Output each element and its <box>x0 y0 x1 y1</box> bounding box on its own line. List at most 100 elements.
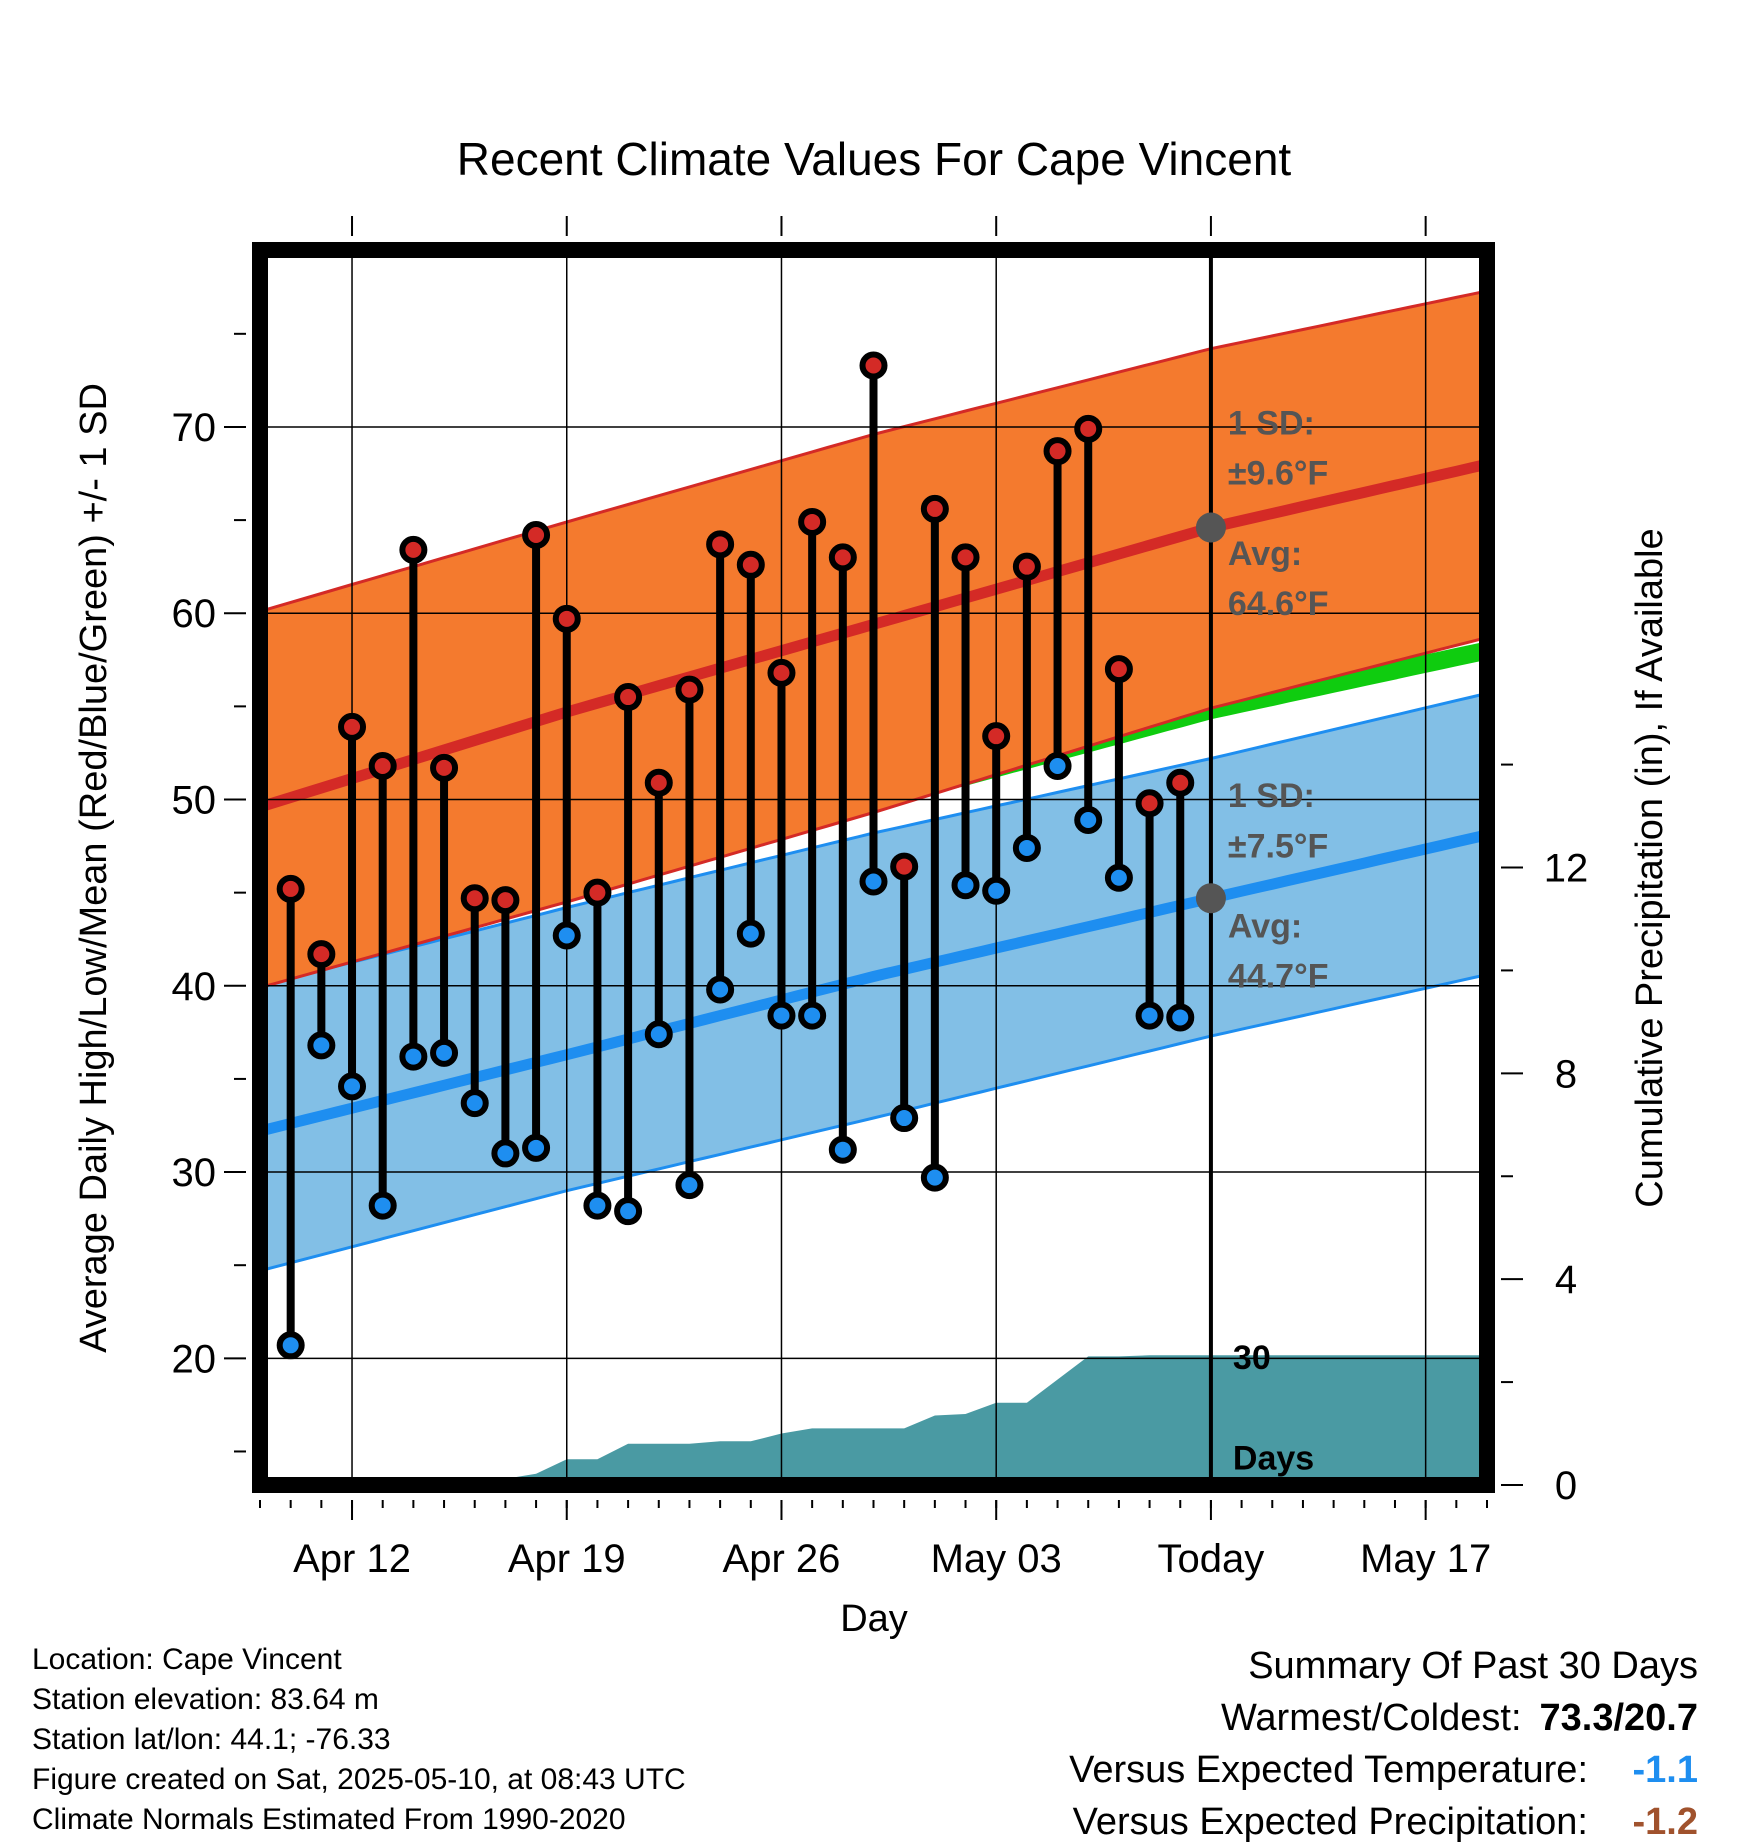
low-avg-label: Avg: <box>1228 907 1302 945</box>
low-point <box>767 1001 796 1030</box>
climate-chart: Recent Climate Values For Cape Vincent 1… <box>73 133 1671 1640</box>
precip-row: Versus Expected Precipitation: -1.2 <box>1069 1796 1698 1848</box>
low-point <box>1166 1003 1195 1032</box>
low-point <box>552 921 581 950</box>
precip-area <box>260 1355 1487 1485</box>
high-point <box>552 604 581 633</box>
high-point <box>430 753 459 782</box>
high-sd-label: 1 SD: <box>1228 404 1315 442</box>
high-point <box>675 675 704 704</box>
y-tick-label: 70 <box>172 406 217 450</box>
high-point <box>859 351 888 380</box>
low-point <box>644 1020 673 1049</box>
station-info: Location: Cape Vincent Station elevation… <box>32 1640 686 1840</box>
high-point <box>491 886 520 915</box>
y-tick-label: 20 <box>172 1337 217 1381</box>
low-sd-label: 1 SD: <box>1228 777 1315 815</box>
high-point <box>276 874 305 903</box>
y2-tick-label: 8 <box>1555 1052 1577 1096</box>
low-point <box>338 1072 367 1101</box>
low-point <box>1043 751 1072 780</box>
temp-value: -1.1 <box>1632 1749 1698 1791</box>
high-point <box>767 658 796 687</box>
high-point <box>1166 768 1195 797</box>
low-point <box>736 919 765 948</box>
high-point <box>368 751 397 780</box>
elevation-text: Station elevation: 83.64 m <box>32 1683 379 1716</box>
low-band-lower-edge <box>260 973 1487 1273</box>
y-tick-label: 40 <box>172 965 217 1009</box>
y2-tick-label: 0 <box>1555 1464 1577 1508</box>
high-point <box>1104 655 1133 684</box>
y2-tick-label: 12 <box>1544 847 1589 891</box>
x-tick-label: May 03 <box>931 1537 1062 1581</box>
high-point <box>828 543 857 572</box>
low-point <box>951 871 980 900</box>
chart-title: Recent Climate Values For Cape Vincent <box>457 133 1292 185</box>
x-tick-label: Apr 19 <box>508 1537 626 1581</box>
high-point <box>920 494 949 523</box>
warm-cold-row: Warmest/Coldest: 73.3/20.7 <box>1069 1692 1698 1744</box>
low-point <box>522 1133 551 1162</box>
high-point <box>890 852 919 881</box>
high-point <box>614 683 643 712</box>
low-point <box>920 1163 949 1192</box>
high-point <box>522 521 551 549</box>
high-point <box>736 550 765 579</box>
high-point <box>644 768 673 797</box>
latlon-text: Station lat/lon: 44.1; -76.33 <box>32 1723 391 1756</box>
low-point <box>307 1031 336 1060</box>
y-tick-label: 30 <box>172 1151 217 1195</box>
low-point <box>583 1191 612 1220</box>
y2-axis-label: Cumulative Precipitation (in), If Availa… <box>1629 528 1671 1207</box>
low-point <box>276 1331 305 1360</box>
high-point <box>583 878 612 907</box>
low-point <box>1074 806 1103 834</box>
y-tick-label: 50 <box>172 779 217 823</box>
high-point <box>1043 437 1072 466</box>
warm-cold-value: 73.3/20.7 <box>1539 1697 1698 1739</box>
high-point <box>1074 414 1103 443</box>
low-point <box>675 1171 704 1200</box>
low-sd-value: ±7.5°F <box>1228 827 1328 865</box>
low-avg-value: 44.7°F <box>1228 958 1329 996</box>
low-point <box>491 1139 520 1168</box>
plot-frame <box>252 242 1495 1493</box>
low-point <box>614 1197 643 1226</box>
x-axis-label: Day <box>840 1598 908 1640</box>
created-text: Figure created on Sat, 2025-05-10, at 08… <box>32 1763 686 1796</box>
x-tick-label: May 17 <box>1360 1537 1491 1581</box>
low-point <box>368 1191 397 1220</box>
low-point <box>828 1135 857 1164</box>
high-point <box>460 884 489 913</box>
low-point <box>798 1001 827 1030</box>
precip-label-30: 30 <box>1233 1339 1271 1377</box>
low-point <box>706 975 735 1004</box>
high-point <box>399 535 428 564</box>
low-point <box>890 1104 919 1133</box>
summary-panel: Summary Of Past 30 Days Warmest/Coldest:… <box>1069 1640 1698 1848</box>
x-tick-label: Apr 12 <box>293 1537 411 1581</box>
summary-title: Summary Of Past 30 Days <box>1248 1645 1698 1687</box>
normals-text: Climate Normals Estimated From 1990-2020 <box>32 1803 626 1836</box>
high-point <box>338 712 367 741</box>
high-point <box>1135 789 1164 818</box>
plot-area: 1 SD: ±9.6°F Avg: 64.6°F 1 SD: ±7.5°F Avg: 44.7… <box>172 216 1589 1581</box>
low-point <box>460 1089 489 1118</box>
low-point <box>430 1038 459 1067</box>
y2-tick-label: 4 <box>1555 1258 1577 1302</box>
x-tick-label: Apr 26 <box>723 1537 841 1581</box>
high-avg-value: 64.6°F <box>1228 585 1329 623</box>
temp-row: Versus Expected Temperature: -1.1 <box>1069 1744 1698 1796</box>
low-point <box>859 867 888 896</box>
low-point <box>399 1042 428 1071</box>
temp-label: Versus Expected Temperature: <box>1069 1749 1588 1791</box>
low-point <box>1104 863 1133 892</box>
high-point <box>951 543 980 572</box>
precip-value: -1.2 <box>1632 1801 1698 1843</box>
today-avg-low-marker <box>1195 883 1226 914</box>
high-point <box>1012 552 1041 581</box>
high-point <box>706 530 735 559</box>
low-point <box>982 876 1011 905</box>
low-point <box>1135 1001 1164 1030</box>
